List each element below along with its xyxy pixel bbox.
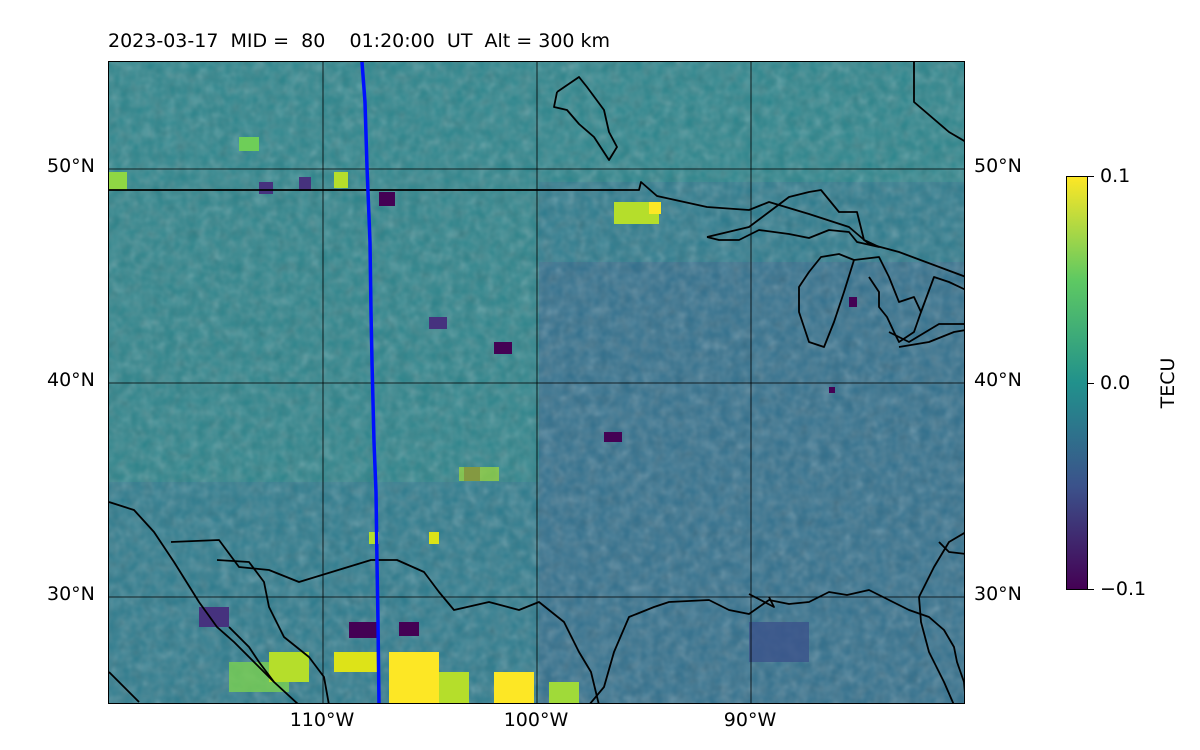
lon-label-110w: 110°W — [289, 709, 355, 731]
colorbar-title: TECU — [1157, 357, 1179, 409]
lon-label-100w: 100°W — [503, 709, 569, 731]
lat-label-50-right: 50°N — [974, 155, 1022, 177]
lat-label-40-left: 40°N — [47, 369, 95, 391]
colorbar — [1066, 176, 1088, 590]
colorbar-label-max: 0.1 — [1100, 165, 1131, 187]
lat-label-50-left: 50°N — [47, 155, 95, 177]
lon-label-90w: 90°W — [723, 709, 777, 731]
colorbar-label-zero: 0.0 — [1100, 372, 1131, 394]
tec-map — [108, 61, 965, 704]
graticule — [109, 62, 964, 703]
track-line — [360, 62, 381, 703]
lat-label-40-right: 40°N — [974, 369, 1022, 391]
colorbar-tick-bottom — [1088, 589, 1094, 590]
plot-title: 2023-03-17 MID = 80 01:20:00 UT Alt = 30… — [108, 30, 611, 52]
coastlines — [109, 62, 964, 703]
colorbar-label-min: −0.1 — [1100, 578, 1147, 600]
colorbar-tick-mid — [1088, 383, 1094, 384]
lat-label-30-left: 30°N — [47, 583, 95, 605]
colorbar-tick-top — [1088, 176, 1094, 177]
lat-label-30-right: 30°N — [974, 583, 1022, 605]
